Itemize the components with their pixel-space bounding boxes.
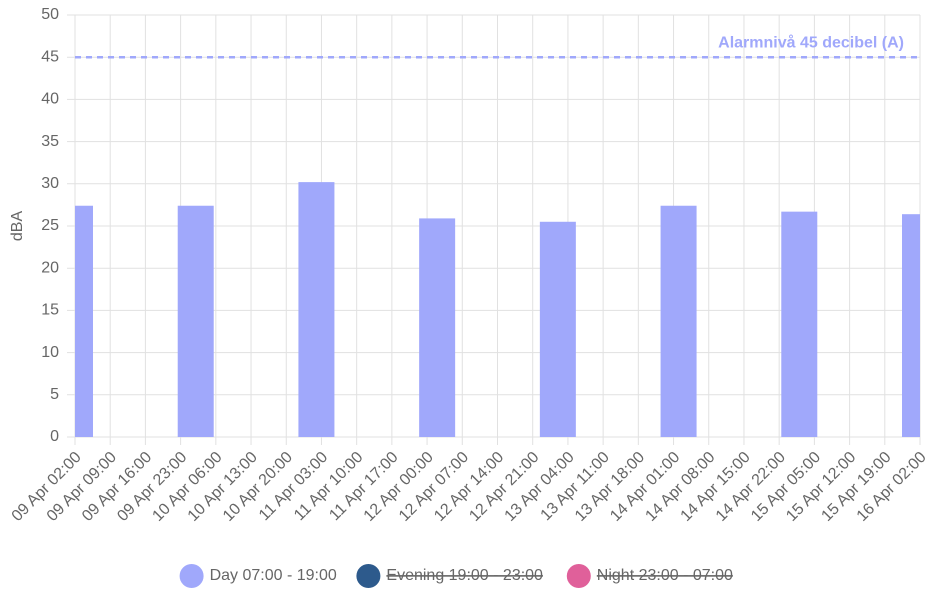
y-tick-label: 40 bbox=[41, 91, 59, 108]
legend-swatch bbox=[356, 564, 381, 588]
bars bbox=[75, 182, 920, 437]
y-tick-label: 50 bbox=[41, 6, 59, 23]
bar bbox=[902, 214, 920, 437]
y-tick-label: 35 bbox=[41, 133, 59, 150]
y-tick-label: 5 bbox=[50, 386, 59, 403]
y-axis-label: dBA bbox=[9, 211, 26, 242]
legend-swatch bbox=[566, 564, 591, 588]
y-tick-label: 0 bbox=[50, 428, 59, 445]
bar bbox=[419, 218, 456, 437]
y-tick-label: 25 bbox=[41, 217, 59, 234]
y-tick-label: 45 bbox=[41, 48, 59, 65]
alarm-label: Alarmnivå 45 decibel (A) bbox=[718, 33, 904, 51]
bar bbox=[177, 205, 214, 437]
bar bbox=[781, 211, 818, 437]
legend-label[interactable]: Night 23:00 - 07:00 bbox=[597, 567, 733, 584]
bar bbox=[75, 205, 93, 437]
bar bbox=[539, 221, 576, 437]
y-tick-label: 10 bbox=[41, 344, 59, 361]
legend-swatch bbox=[179, 564, 204, 588]
y-tick-label: 30 bbox=[41, 175, 59, 192]
legend-label[interactable]: Day 07:00 - 19:00 bbox=[210, 567, 337, 584]
y-tick-label: 15 bbox=[41, 302, 59, 319]
legend-label[interactable]: Evening 19:00 - 23:00 bbox=[386, 567, 543, 584]
bar bbox=[298, 182, 335, 437]
y-tick-label: 20 bbox=[41, 259, 59, 276]
bar bbox=[660, 205, 697, 437]
